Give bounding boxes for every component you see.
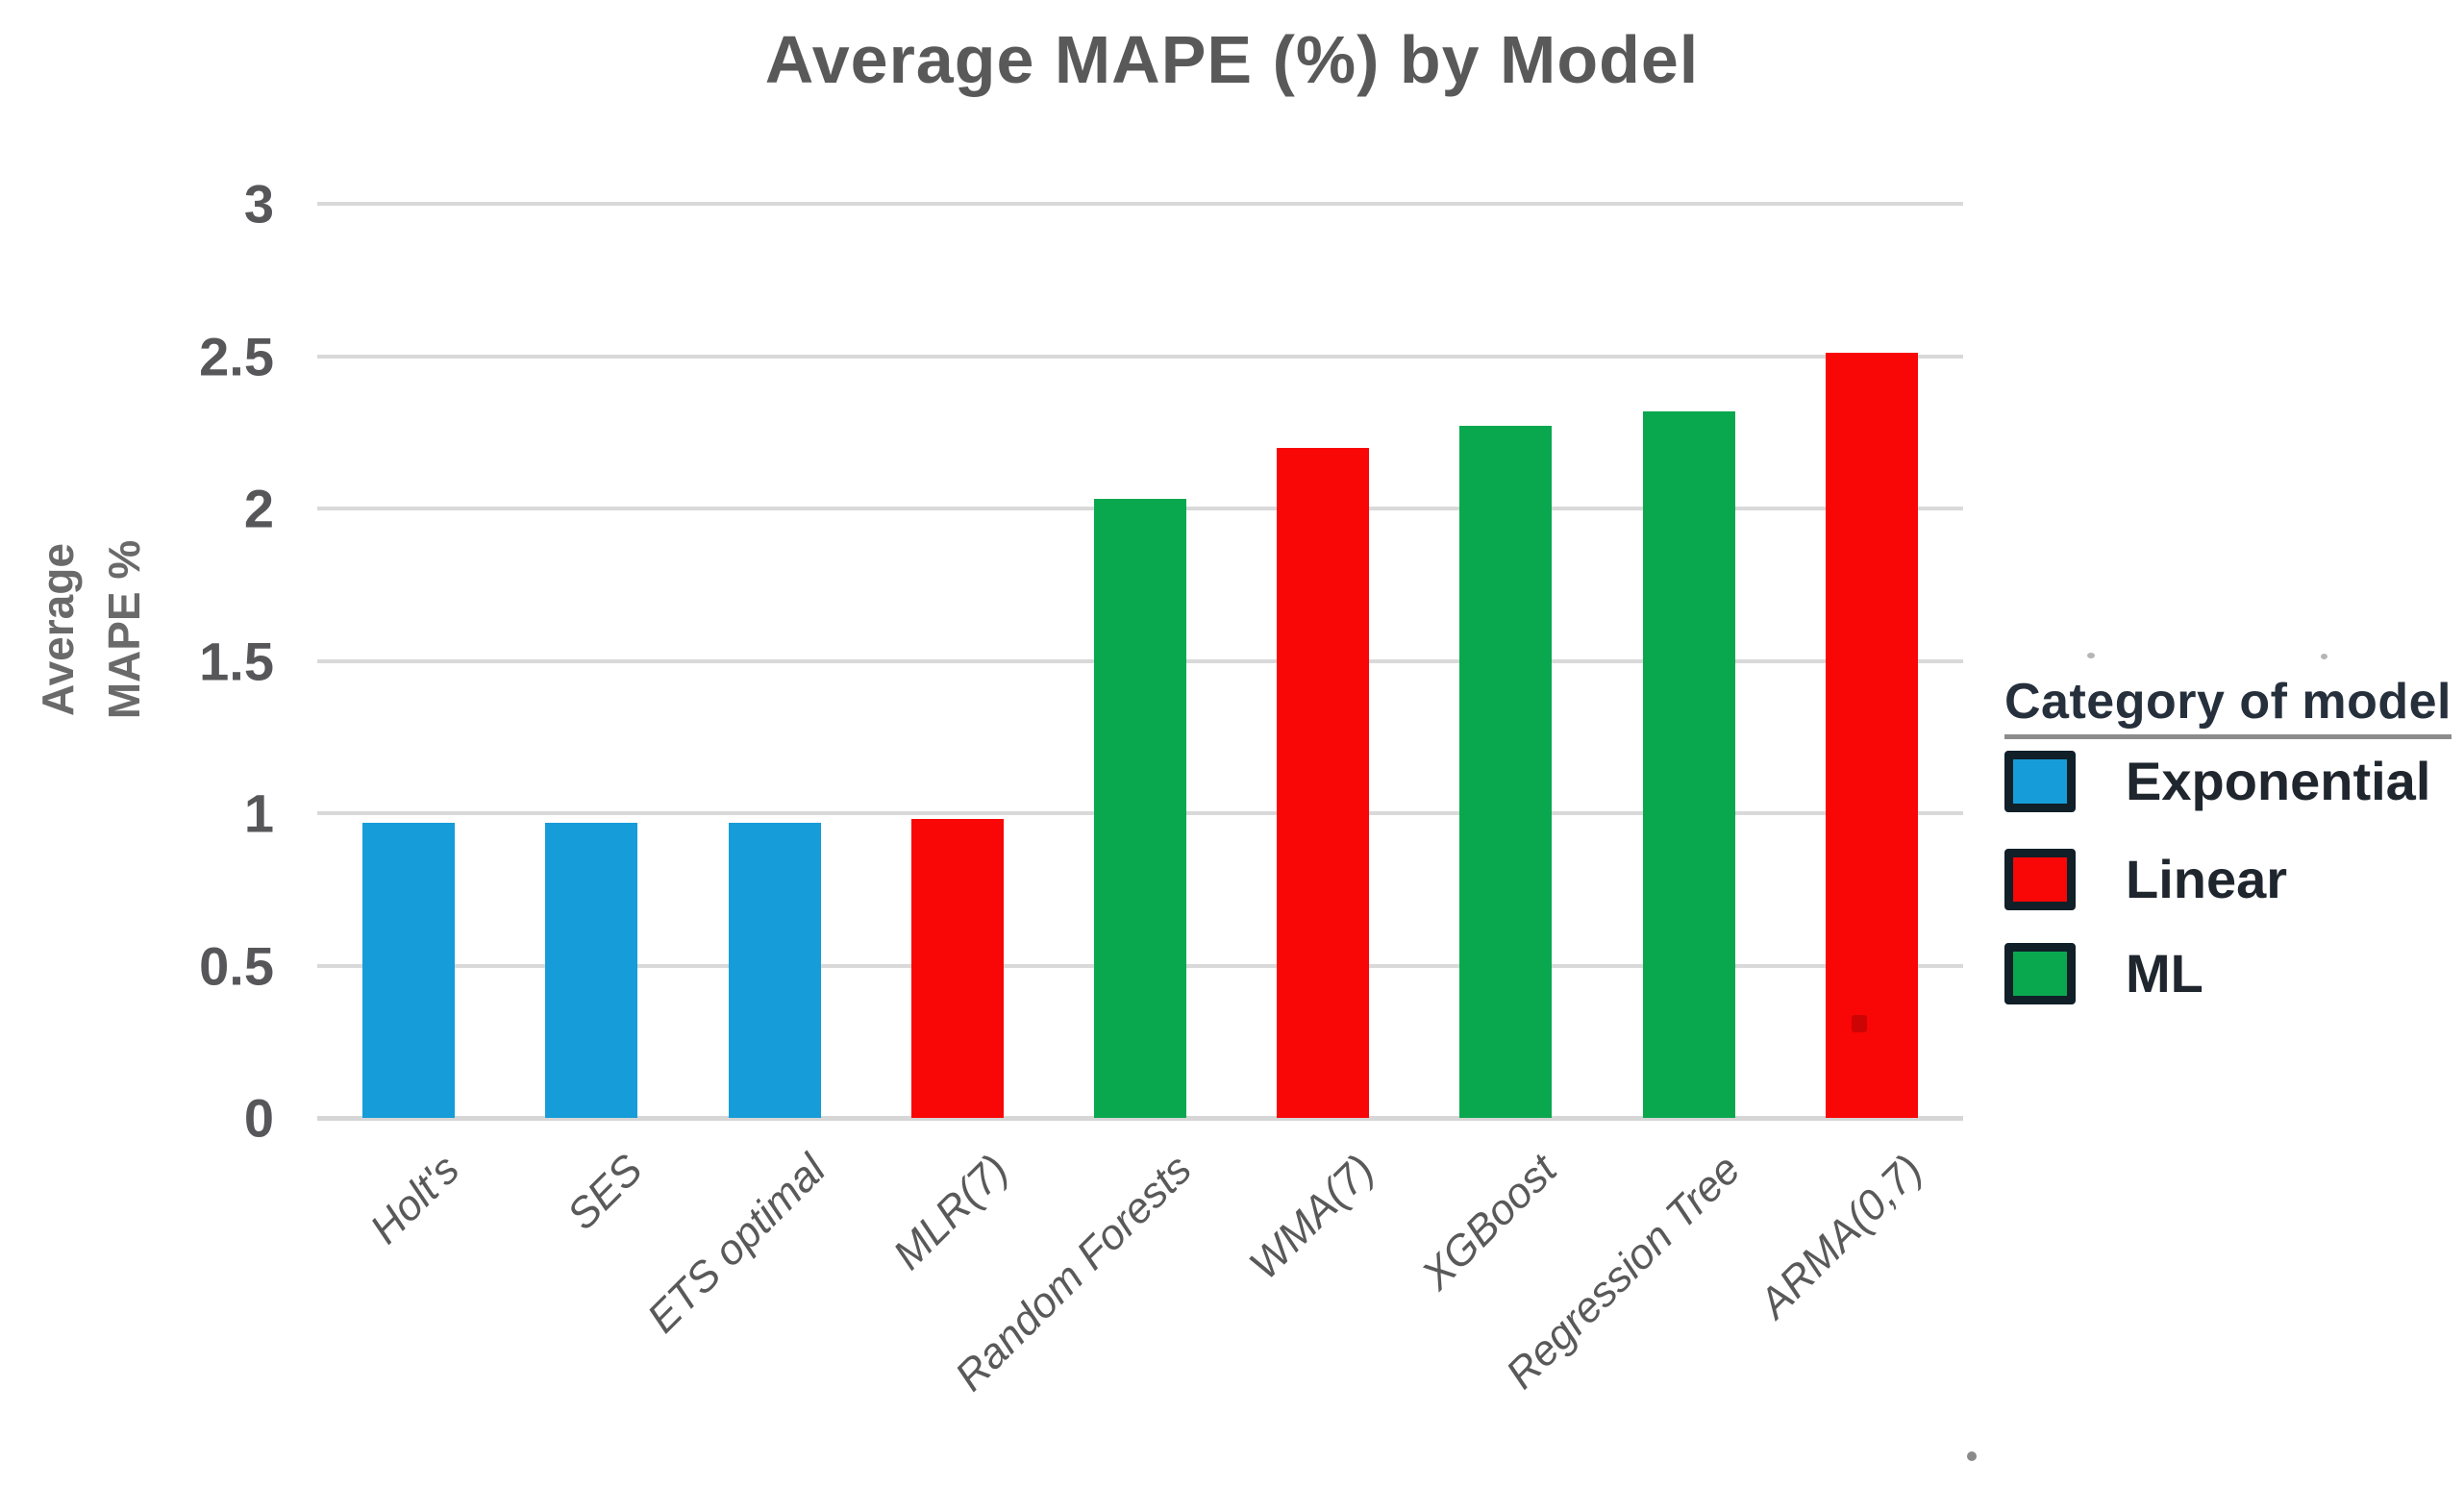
y-tick-3: 3 [243, 173, 274, 235]
y-tick-1.5: 1.5 [199, 631, 274, 691]
bar-random-forests [1094, 499, 1186, 1118]
legend: Category of model Exponential Linear ML [2004, 673, 2456, 1004]
y-tick-0.5: 0.5 [199, 935, 274, 996]
bar-holt-s [362, 822, 456, 1118]
x-label-ets-optimal: ETS optimal [638, 1146, 835, 1343]
x-label-ses: SES [559, 1146, 652, 1239]
gridline-6 [317, 202, 1963, 206]
legend-label-linear: Linear [2126, 849, 2288, 909]
bar-ets-optimal [728, 822, 821, 1118]
speck-artifact [2087, 653, 2095, 658]
gridline-5 [317, 354, 1963, 359]
legend-title: Category of model [2004, 673, 2452, 739]
legend-label-ml: ML [2126, 943, 2203, 1004]
gridline-0 [317, 1116, 1963, 1121]
y-tick-0: 0 [243, 1087, 274, 1149]
x-label-arma-0-7: ARMA(0,7) [1751, 1146, 1932, 1327]
legend-item-linear: Linear [2004, 848, 2287, 910]
legend-item-ml: ML [2004, 942, 2203, 1004]
x-label-mlr-7: MLR(7) [884, 1146, 1018, 1279]
legend-swatch-exponential [2004, 750, 2076, 812]
y-tick-2: 2 [243, 478, 274, 539]
x-label-xgboost: XGBoost [1412, 1146, 1567, 1300]
x-label-wma-7: WMA(7) [1240, 1146, 1383, 1289]
chart-title: Average MAPE (%) by Model [764, 22, 1700, 97]
bar-regression-tree [1642, 410, 1735, 1118]
legend-item-exponential: Exponential [2004, 750, 2430, 812]
speck-artifact [2321, 654, 2327, 659]
bar-arma-0-7 [1825, 353, 1918, 1118]
legend-swatch-linear [2004, 848, 2076, 910]
y-tick-1: 1 [243, 782, 274, 844]
y-tick-2.5: 2.5 [199, 326, 274, 386]
dot-artifact [1967, 1451, 1977, 1461]
bar-wma-7 [1277, 447, 1370, 1118]
legend-label-exponential: Exponential [2126, 751, 2431, 811]
y-axis-title-line1: Average [33, 543, 83, 716]
bar-xgboost [1459, 426, 1553, 1118]
bar-mlr-7 [910, 819, 1004, 1118]
legend-swatch-ml [2004, 942, 2076, 1004]
bar-ses [545, 822, 638, 1118]
x-label-holt-s: Holt's [361, 1146, 469, 1253]
smudge-artifact [1852, 1015, 1867, 1032]
